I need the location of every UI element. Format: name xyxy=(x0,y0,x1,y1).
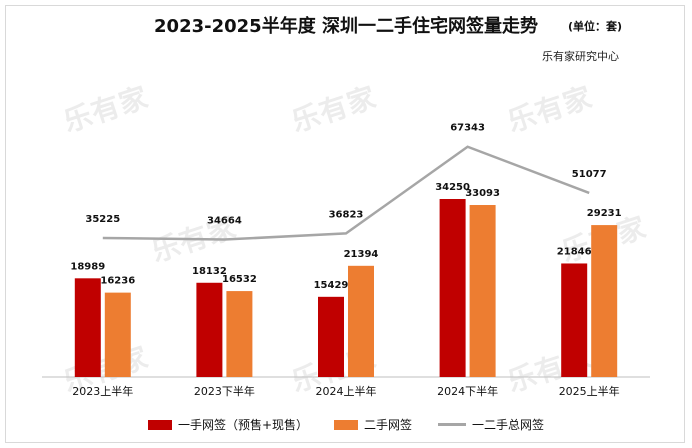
unit-label: (单位：套) xyxy=(568,20,623,33)
bar-first-hand xyxy=(74,278,101,377)
bar-first-hand xyxy=(561,263,588,377)
chart-title: 2023-2025半年度 深圳一二手住宅网签量走势 xyxy=(154,16,538,37)
data-label-first-hand: 34250 xyxy=(435,182,470,193)
data-label-second-hand: 16236 xyxy=(100,276,135,287)
legend-label-total: 一二手总网签 xyxy=(472,418,545,432)
data-label-second-hand: 29231 xyxy=(587,208,622,219)
data-label-total: 34664 xyxy=(207,216,242,227)
bar-second-hand xyxy=(348,265,374,377)
data-label-second-hand: 16532 xyxy=(222,274,257,285)
bar-first-hand xyxy=(318,296,344,377)
data-label-first-hand: 15429 xyxy=(314,280,349,291)
x-tick-label: 2025上半年 xyxy=(559,384,620,398)
legend: 一手网签（预售+现售） 二手网签 一二手总网签 xyxy=(0,416,692,433)
data-label-second-hand: 21394 xyxy=(344,249,379,260)
legend-item-first-hand: 一手网签（预售+现售） xyxy=(147,416,309,433)
chart-frame xyxy=(5,5,685,443)
data-label-first-hand: 18989 xyxy=(70,261,105,272)
legend-swatch-first-hand xyxy=(147,419,172,430)
bar-second-hand xyxy=(469,205,496,377)
legend-label-second-hand: 二手网签 xyxy=(364,418,413,432)
data-label-first-hand: 18132 xyxy=(192,266,227,277)
line-total xyxy=(102,145,590,241)
x-tick-label: 2024下半年 xyxy=(437,384,498,398)
bar-second-hand xyxy=(591,225,618,377)
legend-item-second-hand: 二手网签 xyxy=(334,416,412,433)
legend-label-first-hand: 一手网签（预售+现售） xyxy=(177,418,309,432)
x-tick-label: 2024上半年 xyxy=(316,384,377,398)
bar-second-hand xyxy=(226,291,253,377)
data-label-total: 36823 xyxy=(329,209,364,220)
x-tick-label: 2023上半年 xyxy=(72,384,133,398)
data-label-first-hand: 21846 xyxy=(557,246,592,257)
data-label-total: 67343 xyxy=(450,123,485,134)
legend-swatch-second-hand xyxy=(334,419,359,430)
bar-first-hand xyxy=(439,199,466,377)
data-label-total: 51077 xyxy=(572,169,607,180)
legend-item-total: 一二手总网签 xyxy=(438,416,544,433)
source-label: 乐有家研究中心 xyxy=(542,50,619,63)
bar-first-hand xyxy=(196,282,223,377)
data-label-second-hand: 33093 xyxy=(465,188,500,199)
legend-swatch-total xyxy=(438,423,467,426)
bar-second-hand xyxy=(104,292,131,377)
data-label-total: 35225 xyxy=(85,214,120,225)
x-tick-label: 2023下半年 xyxy=(194,384,255,398)
